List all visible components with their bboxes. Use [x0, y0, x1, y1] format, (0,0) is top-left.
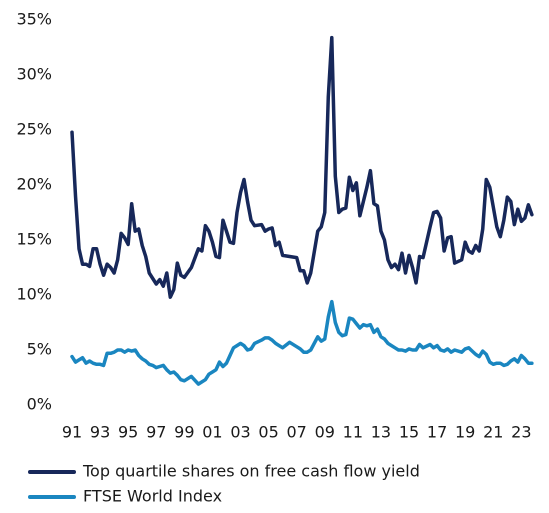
y-tick-label: 0%: [27, 395, 52, 414]
x-tick-label: 11: [343, 423, 363, 442]
y-tick-label: 20%: [16, 175, 52, 194]
x-tick-label: 07: [287, 423, 307, 442]
x-tick-label: 21: [483, 423, 503, 442]
x-tick-label: 09: [315, 423, 335, 442]
x-tick-label: 23: [511, 423, 531, 442]
series-line: [70, 35, 534, 299]
x-tick-label: 17: [427, 423, 447, 442]
x-tick-label: 99: [174, 423, 194, 442]
series-line: [70, 299, 534, 386]
x-tick-label: 93: [90, 423, 110, 442]
y-tick-label: 25%: [16, 120, 52, 139]
legend-label: Top quartile shares on free cash flow yi…: [82, 462, 420, 481]
y-tick-label: 30%: [16, 65, 52, 84]
x-tick-label: 15: [399, 423, 419, 442]
x-tick-label: 05: [258, 423, 278, 442]
x-tick-label: 95: [118, 423, 138, 442]
y-tick-label: 5%: [27, 340, 52, 359]
x-tick-label: 97: [146, 423, 166, 442]
y-tick-label: 35%: [16, 10, 52, 29]
x-tick-label: 13: [371, 423, 391, 442]
x-tick-label: 91: [62, 423, 82, 442]
x-tick-label: 19: [455, 423, 475, 442]
y-tick-label: 10%: [16, 285, 52, 304]
x-tick-label: 01: [202, 423, 222, 442]
legend-label: FTSE World Index: [83, 487, 222, 506]
x-tick-label: 03: [230, 423, 250, 442]
y-tick-label: 15%: [16, 230, 52, 249]
